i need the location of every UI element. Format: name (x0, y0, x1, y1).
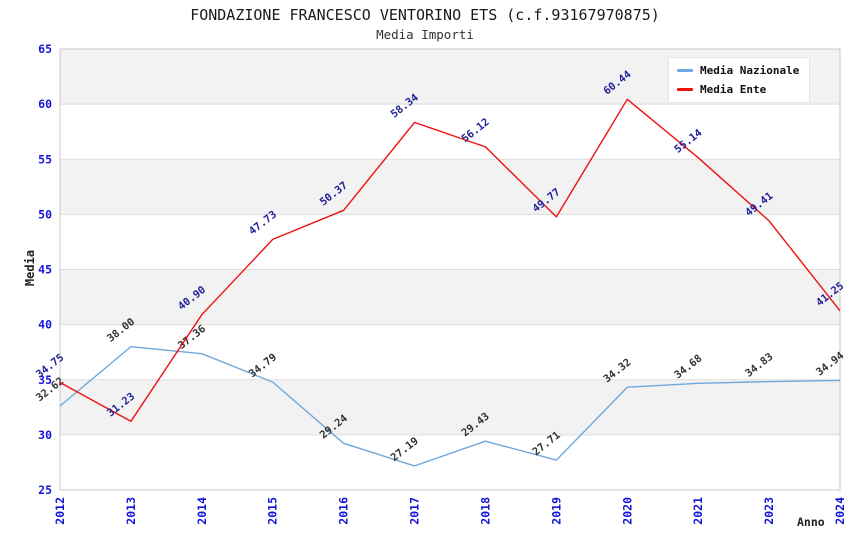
grid-band (60, 379, 840, 435)
x-tick-label: 2013 (124, 497, 138, 525)
y-tick-label: 35 (38, 373, 52, 387)
x-tick-label: 2020 (620, 497, 634, 525)
y-tick-label: 50 (38, 207, 52, 221)
x-tick-label: 2016 (337, 497, 351, 525)
grid-band (60, 159, 840, 215)
x-tick-label: 2019 (549, 497, 563, 525)
legend-label-nazionale: Media Nazionale (700, 64, 800, 77)
legend-item-media-ente: Media Ente (669, 83, 809, 96)
legend-swatch-ente-icon (677, 88, 693, 91)
x-tick-label: 2017 (408, 497, 422, 525)
series-line-media-nazionale (59, 346, 841, 467)
x-tick-label: 2023 (762, 497, 776, 525)
chart-subtitle: Media Importi (376, 27, 474, 42)
legend-label-ente: Media Ente (700, 83, 767, 96)
y-tick-label: 60 (38, 97, 52, 111)
x-tick-label: 2012 (53, 497, 67, 525)
x-axis-title: Anno (797, 515, 825, 529)
x-tick-label: 2015 (266, 497, 280, 525)
grid-band (60, 434, 840, 490)
x-tick-label: 2021 (691, 497, 705, 525)
series-line-media-ente (59, 98, 841, 422)
y-tick-label: 40 (38, 318, 52, 332)
legend-item-media-nazionale: Media Nazionale (669, 64, 809, 77)
y-tick-label: 30 (38, 428, 52, 442)
plot-border (59, 48, 841, 491)
y-tick-label: 55 (38, 152, 52, 166)
x-tick-label: 2024 (833, 497, 847, 525)
legend: Media Nazionale Media Ente (668, 57, 810, 103)
y-tick-label: 25 (38, 483, 52, 497)
y-tick-label: 65 (38, 42, 52, 56)
y-tick-label: 45 (38, 263, 52, 277)
grid-band (60, 214, 840, 270)
x-tick-label: 2014 (195, 497, 209, 525)
grid-band (60, 269, 840, 325)
legend-swatch-nazionale-icon (677, 69, 693, 72)
grid-band (60, 104, 840, 160)
x-tick-label: 2018 (478, 497, 492, 525)
chart-title: FONDAZIONE FRANCESCO VENTORINO ETS (c.f.… (190, 6, 660, 24)
